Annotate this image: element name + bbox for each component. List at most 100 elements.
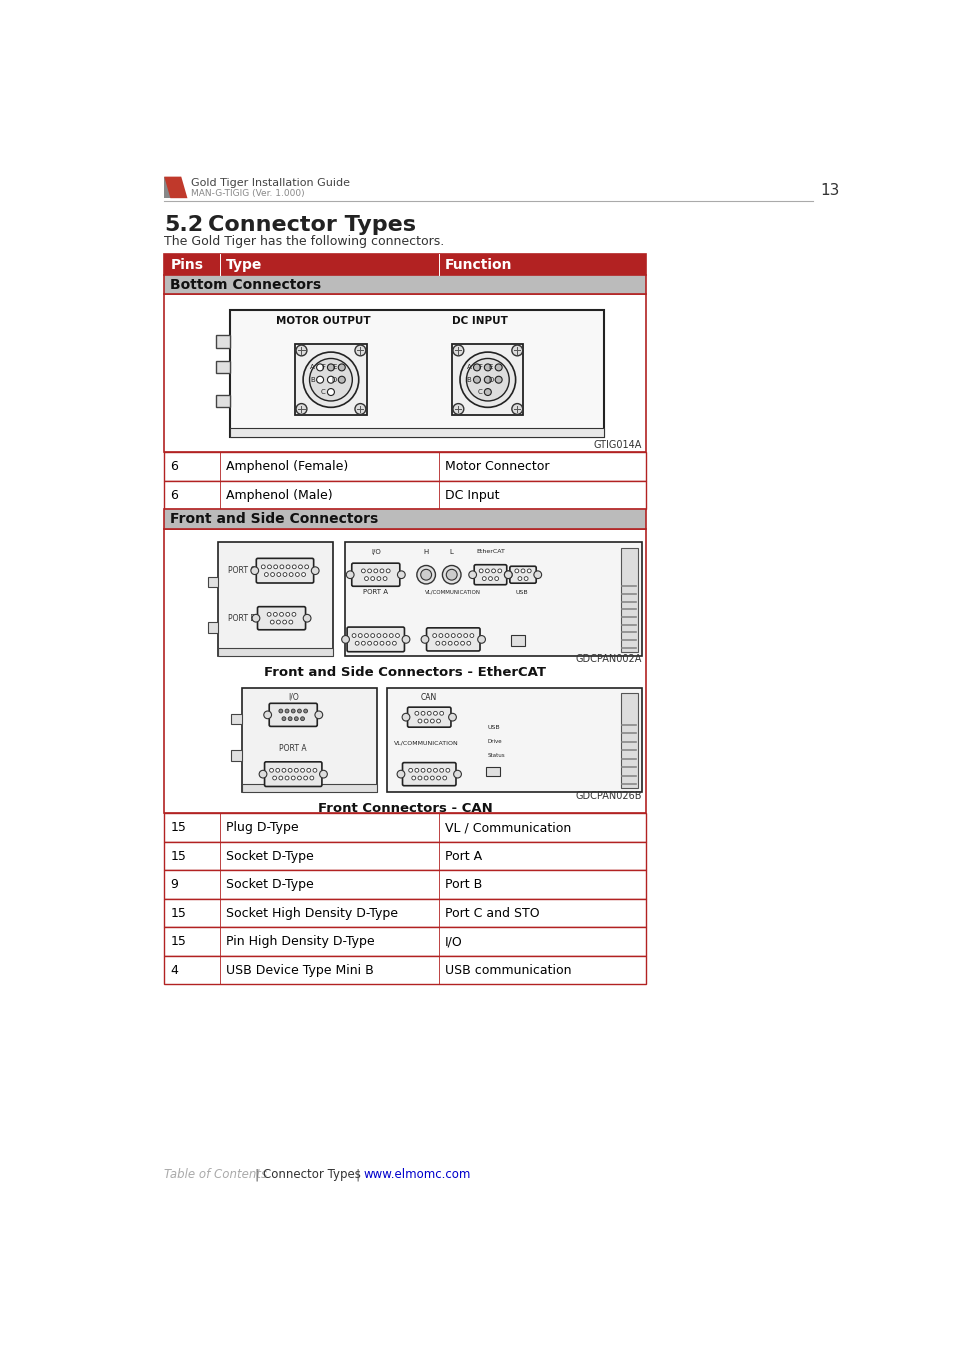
Bar — [386, 688, 641, 792]
Circle shape — [313, 768, 316, 772]
Circle shape — [466, 641, 470, 645]
Text: Bottom Connectors: Bottom Connectors — [171, 278, 321, 292]
Circle shape — [415, 711, 418, 716]
Circle shape — [311, 567, 318, 575]
Circle shape — [389, 633, 393, 637]
Circle shape — [453, 404, 463, 414]
Circle shape — [327, 364, 335, 371]
Circle shape — [361, 641, 365, 645]
Circle shape — [289, 620, 293, 624]
Circle shape — [288, 768, 292, 772]
Circle shape — [300, 768, 304, 772]
Circle shape — [355, 404, 365, 414]
Circle shape — [355, 641, 358, 645]
Circle shape — [278, 709, 282, 713]
Circle shape — [289, 572, 293, 576]
Circle shape — [441, 641, 445, 645]
Circle shape — [286, 613, 290, 617]
FancyBboxPatch shape — [407, 707, 451, 728]
Text: Amphenol (Male): Amphenol (Male) — [226, 489, 333, 502]
Circle shape — [295, 404, 307, 414]
Bar — [164, 452, 645, 481]
Circle shape — [383, 576, 387, 580]
Circle shape — [433, 633, 436, 637]
Bar — [164, 177, 181, 198]
Circle shape — [412, 776, 416, 780]
Text: 15: 15 — [171, 936, 186, 948]
Circle shape — [298, 564, 302, 568]
Circle shape — [275, 768, 279, 772]
Text: DC INPUT: DC INPUT — [452, 316, 508, 325]
Circle shape — [376, 633, 380, 637]
Text: D: D — [331, 377, 336, 382]
Circle shape — [402, 713, 410, 721]
Bar — [164, 814, 645, 842]
Circle shape — [408, 768, 412, 772]
Bar — [231, 751, 241, 761]
Circle shape — [482, 576, 486, 580]
Circle shape — [292, 564, 295, 568]
Bar — [216, 360, 230, 373]
Circle shape — [261, 564, 265, 568]
Circle shape — [295, 346, 307, 356]
Text: Table of Contents: Table of Contents — [164, 1168, 267, 1181]
Circle shape — [484, 364, 491, 371]
Text: F: F — [477, 364, 482, 370]
Bar — [164, 254, 645, 275]
Circle shape — [468, 571, 476, 579]
FancyBboxPatch shape — [264, 761, 321, 787]
Text: D: D — [488, 377, 493, 382]
Circle shape — [374, 641, 377, 645]
Text: Amphenol (Female): Amphenol (Female) — [226, 460, 348, 472]
Bar — [344, 543, 641, 656]
Text: Port A: Port A — [444, 849, 481, 863]
Circle shape — [271, 572, 274, 576]
Circle shape — [420, 768, 424, 772]
Circle shape — [484, 389, 491, 396]
Circle shape — [430, 720, 434, 724]
Circle shape — [379, 568, 383, 572]
Text: PORT C: PORT C — [228, 566, 255, 575]
Circle shape — [439, 768, 443, 772]
Circle shape — [436, 776, 440, 780]
Circle shape — [285, 776, 289, 780]
Circle shape — [397, 571, 405, 579]
Text: L: L — [449, 548, 454, 555]
Circle shape — [488, 576, 492, 580]
FancyBboxPatch shape — [257, 606, 305, 629]
Bar — [241, 688, 377, 792]
Text: E: E — [488, 364, 493, 370]
Circle shape — [316, 364, 323, 371]
Text: 15: 15 — [171, 907, 186, 919]
Circle shape — [316, 377, 323, 383]
Circle shape — [495, 364, 501, 371]
Bar — [216, 396, 230, 408]
Circle shape — [420, 570, 431, 580]
Circle shape — [341, 636, 349, 643]
Circle shape — [427, 711, 431, 716]
Circle shape — [402, 636, 410, 643]
Bar — [164, 927, 645, 956]
Circle shape — [286, 564, 290, 568]
Circle shape — [283, 572, 287, 576]
Text: Front and Side Connectors: Front and Side Connectors — [171, 512, 378, 526]
Circle shape — [517, 576, 521, 580]
Circle shape — [477, 636, 485, 643]
Text: Status: Status — [487, 753, 504, 757]
Circle shape — [470, 633, 474, 637]
Circle shape — [433, 711, 436, 716]
Circle shape — [364, 633, 368, 637]
Text: www.elmomc.com: www.elmomc.com — [363, 1168, 470, 1181]
Circle shape — [374, 568, 377, 572]
Circle shape — [367, 641, 371, 645]
Text: A: A — [310, 364, 314, 370]
Circle shape — [438, 633, 442, 637]
Circle shape — [291, 776, 294, 780]
Text: VL / Communication: VL / Communication — [444, 821, 571, 834]
Bar — [164, 899, 645, 927]
Text: 4: 4 — [171, 964, 178, 976]
FancyBboxPatch shape — [256, 559, 314, 583]
Text: GDCPAN002A: GDCPAN002A — [576, 655, 641, 664]
Circle shape — [270, 620, 274, 624]
Circle shape — [264, 711, 272, 718]
